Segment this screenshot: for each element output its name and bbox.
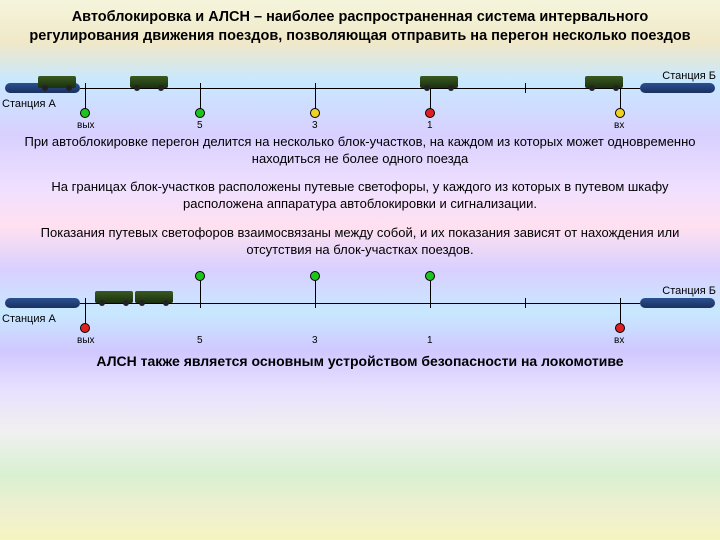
station-b-label: Станция Б — [662, 285, 716, 297]
signal-post — [85, 88, 86, 110]
train-icon — [95, 291, 133, 303]
signal-post — [315, 281, 316, 303]
paragraph-1: При автоблокировке перегон делится на не… — [0, 128, 720, 174]
track-line — [80, 88, 640, 89]
diagram-top: Станция А Станция Б вых 5 3 1 вх — [0, 58, 720, 128]
signal-label: 3 — [312, 120, 318, 131]
signal-head — [195, 108, 205, 118]
paragraph-3: Показания путевых светофоров взаимосвяза… — [0, 219, 720, 265]
signal-post — [620, 303, 621, 325]
signal-head — [615, 108, 625, 118]
signal-head — [615, 323, 625, 333]
footer-text: АЛСН также является основным устройством… — [0, 343, 720, 369]
signal-post — [315, 88, 316, 110]
signal-post — [620, 88, 621, 110]
platform-b — [640, 298, 715, 308]
block-boundary-tick — [525, 83, 526, 93]
diagram-bottom: Станция А Станция Б вых 5 3 1 вх — [0, 273, 720, 343]
signal-head — [195, 271, 205, 281]
signal-post — [200, 281, 201, 303]
signal-label: 1 — [427, 335, 433, 346]
signal-label: 5 — [197, 335, 203, 346]
signal-post — [430, 88, 431, 110]
signal-label: 1 — [427, 120, 433, 131]
train-icon — [420, 76, 458, 88]
signal-label: вх — [614, 120, 624, 131]
station-a-label: Станция А — [2, 313, 56, 325]
station-b-label: Станция Б — [662, 70, 716, 82]
signal-post — [85, 303, 86, 325]
platform-a — [5, 298, 80, 308]
signal-head — [80, 108, 90, 118]
signal-head — [425, 108, 435, 118]
train-icon — [135, 291, 173, 303]
paragraph-2: На границах блок-участков расположены пу… — [0, 173, 720, 219]
train-icon — [38, 76, 76, 88]
signal-post — [200, 88, 201, 110]
signal-label: вх — [614, 335, 624, 346]
signal-post — [430, 281, 431, 303]
train-icon — [585, 76, 623, 88]
signal-head — [310, 271, 320, 281]
signal-label: вых — [77, 335, 95, 346]
signal-head — [425, 271, 435, 281]
signal-label: вых — [77, 120, 95, 131]
train-icon — [130, 76, 168, 88]
page-title: Автоблокировка и АЛСН – наиболее распрос… — [0, 0, 720, 50]
block-boundary-tick — [525, 298, 526, 308]
station-a-label: Станция А — [2, 98, 56, 110]
signal-head — [310, 108, 320, 118]
signal-label: 3 — [312, 335, 318, 346]
signal-label: 5 — [197, 120, 203, 131]
platform-b — [640, 83, 715, 93]
signal-head — [80, 323, 90, 333]
